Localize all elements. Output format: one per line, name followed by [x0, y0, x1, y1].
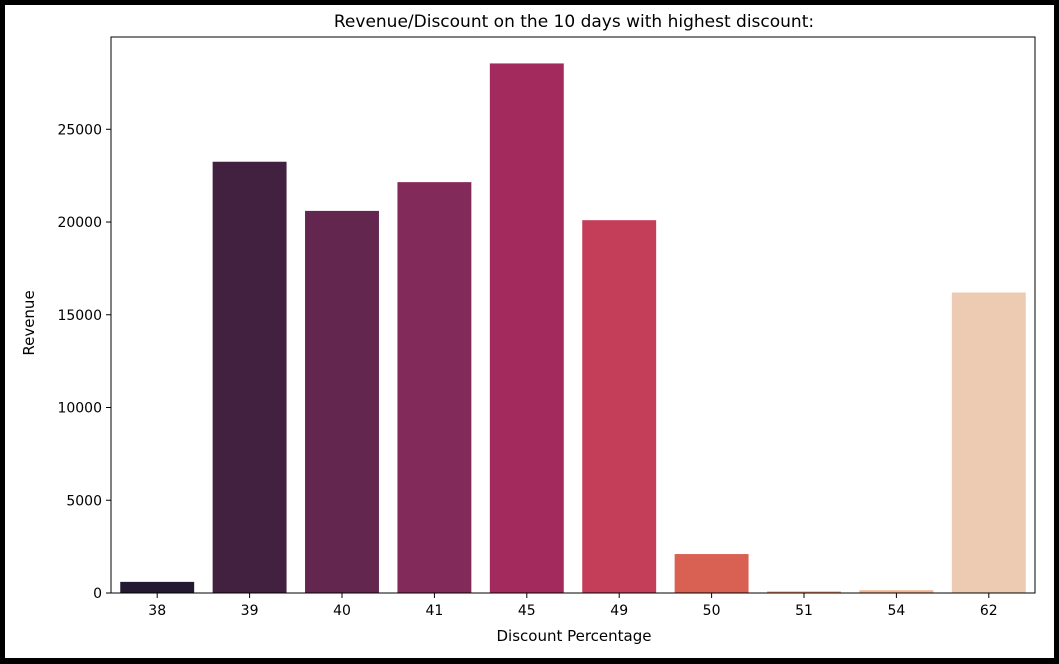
x-axis-label: Discount Percentage: [496, 627, 651, 645]
plot-frame: [110, 36, 1036, 594]
figure-background: Revenue/Discount on the 10 days with hig…: [5, 5, 1054, 658]
bar-51: [767, 591, 841, 593]
y-tick-label: 0: [93, 586, 102, 602]
chart-title: Revenue/Discount on the 10 days with hig…: [334, 12, 814, 32]
x-tick-label: 45: [518, 603, 536, 619]
bar-39: [212, 161, 287, 594]
y-tick-label: 5000: [66, 493, 102, 509]
bar-40: [305, 210, 379, 594]
bar-45: [489, 63, 564, 594]
x-tick-label: 54: [887, 603, 905, 619]
bar-50: [674, 554, 749, 593]
bar-38: [120, 581, 195, 593]
x-tick-label: 51: [795, 603, 813, 619]
x-tick-label: 62: [980, 603, 998, 619]
y-tick-label: 20000: [57, 215, 102, 231]
bar-54: [859, 590, 934, 593]
x-axis: 38 39 40 41 45 49 50 51 54 62: [148, 593, 998, 619]
x-tick-label: 49: [610, 603, 628, 619]
bar-49: [582, 220, 657, 593]
y-tick-label: 10000: [57, 401, 102, 417]
bar-62: [951, 292, 1026, 593]
bars-group: [120, 63, 1026, 594]
y-tick-label: 25000: [57, 122, 102, 138]
bar-chart: Revenue/Discount on the 10 days with hig…: [20, 12, 1036, 645]
y-axis: 0 5000 10000 15000 20000 25000: [57, 122, 111, 602]
y-tick-label: 15000: [57, 308, 102, 324]
x-tick-label: 40: [333, 603, 351, 619]
x-tick-label: 50: [703, 603, 721, 619]
x-tick-label: 39: [241, 603, 259, 619]
x-tick-label: 41: [425, 603, 443, 619]
bar-41: [397, 182, 472, 593]
x-tick-label: 38: [148, 603, 166, 619]
y-axis-label: Revenue: [20, 290, 38, 355]
